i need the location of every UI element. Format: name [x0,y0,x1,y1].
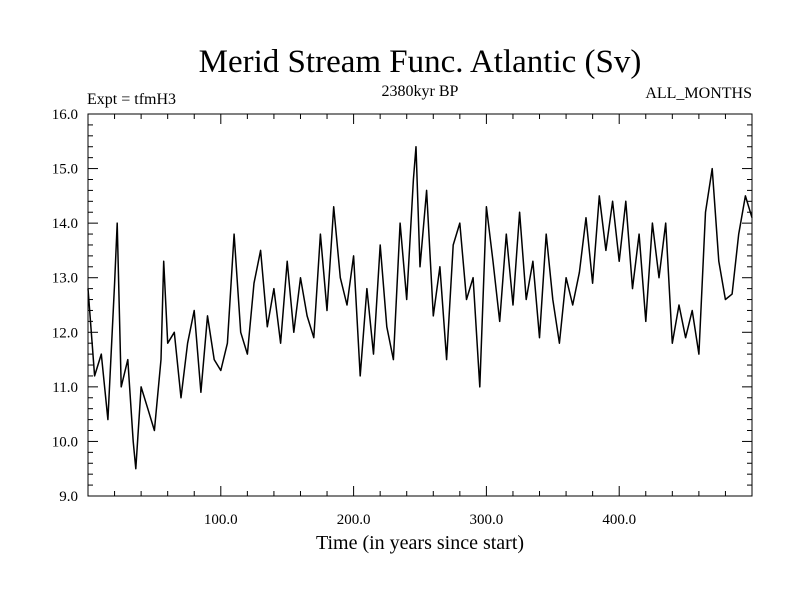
axis-ticks [88,113,752,497]
y-tick-label: 9.0 [59,489,78,505]
y-tick-label: 13.0 [52,271,78,287]
x-tick-label: 200.0 [337,512,371,528]
y-tick-label: 10.0 [52,434,78,450]
x-axis-tick-labels: 100.0 200.0 300.0 400.0 [204,512,636,528]
y-tick-label: 14.0 [52,216,78,232]
x-tick-label: 400.0 [602,512,636,528]
y-axis-tick-labels: 9.0 10.0 11.0 12.0 13.0 14.0 15.0 16.0 [52,107,78,505]
y-tick-label: 11.0 [52,380,78,396]
y-tick-label: 12.0 [52,325,78,341]
chart-title: Merid Stream Func. Atlantic (Sv) [199,44,642,80]
x-axis-label: Time (in years since start) [316,532,524,554]
x-tick-label: 100.0 [204,512,238,528]
plot-frame [87,113,753,497]
y-tick-label: 15.0 [52,162,78,178]
x-tick-label: 300.0 [470,512,504,528]
y-tick-label: 16.0 [52,107,78,123]
series-line [87,145,753,470]
chart-subtitle: 2380kyr BP [382,83,459,100]
experiment-label: Expt = tfmH3 [87,91,176,108]
months-label: ALL_MONTHS [645,85,752,102]
